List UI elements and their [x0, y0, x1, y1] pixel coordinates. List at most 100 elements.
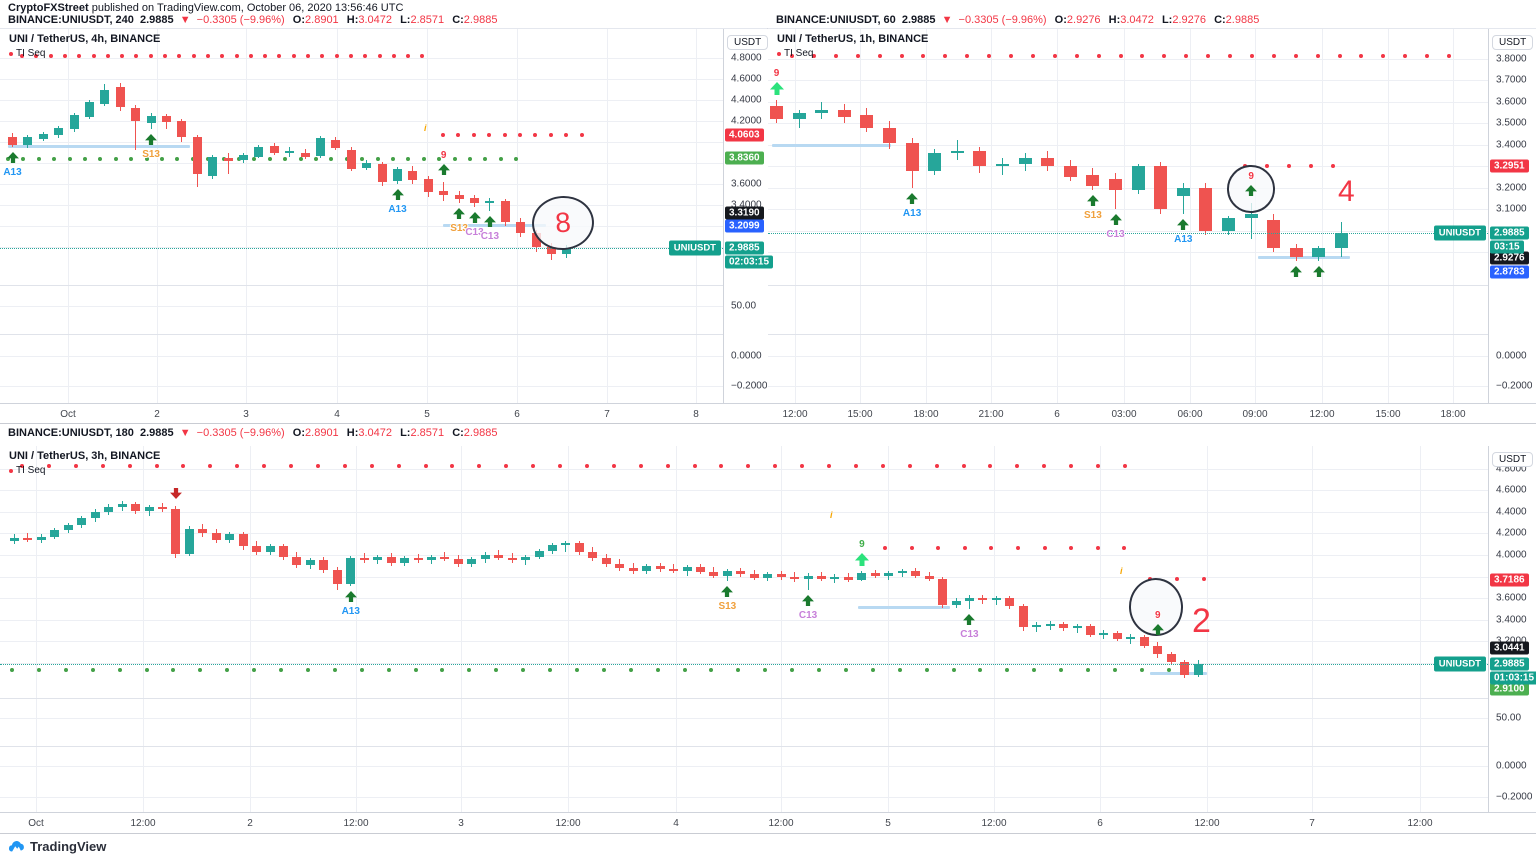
td-seq-dot: [580, 133, 584, 137]
candle-body: [548, 545, 557, 551]
price-tick-label: 3.6000: [1496, 592, 1527, 604]
gridline-horizontal: [768, 187, 1488, 189]
gridline-vertical: [888, 446, 889, 812]
candle-body: [346, 558, 355, 584]
currency-toggle-button[interactable]: USDT: [727, 35, 769, 50]
gridline-vertical: [676, 446, 677, 812]
candle-body: [965, 598, 974, 601]
low-value: 2.9276: [1172, 14, 1206, 26]
price-axis[interactable]: USDT 4.8000 4.6000 4.4000 4.2000 3.6000 3.4000…: [723, 29, 774, 403]
bar-countdown-label: 01:03:15: [1490, 671, 1536, 685]
info-icon: i: [830, 510, 833, 520]
chart-panel-3h[interactable]: A13 S13 C13 9 C13 9 2 i i UNIUSDT UNI / TetherUS, …: [0, 446, 1536, 832]
td-seq-dot: [360, 668, 364, 672]
time-tick-label: 12:00: [768, 818, 794, 829]
support-line: [1258, 255, 1350, 259]
td-seq-label: A13: [388, 204, 407, 215]
high-key: H:: [346, 14, 359, 26]
td-seq-dot: [320, 54, 324, 58]
price-level-label: 3.7186: [1490, 573, 1529, 587]
symbol-header-3h: BINANCE:UNIUSDT, 180 2.9885 ▼ −0.3305 (−…: [8, 427, 500, 439]
candle-body: [362, 163, 371, 168]
td-seq-dot: [235, 54, 239, 58]
td-seq-dot: [453, 157, 457, 161]
price-axis[interactable]: USDT 3.8000 3.7000 3.6000 3.5000 3.4000 3.2000…: [1488, 29, 1536, 403]
td-seq-dot: [333, 668, 337, 672]
chart-plot-bt[interactable]: A13 S13 C13 9 C13 9 2 i i UNIUSDT UNI / TetherUS, …: [0, 446, 1488, 812]
candle-body: [252, 546, 261, 552]
candle-body: [454, 559, 463, 564]
td-seq-dot: [1140, 54, 1144, 58]
candle-wick: [498, 549, 499, 560]
candle-body: [224, 157, 233, 161]
publisher-name: CryptoFXStreet: [8, 2, 89, 14]
td-seq-dot: [120, 54, 124, 58]
currency-toggle-button[interactable]: USDT: [1492, 452, 1534, 467]
candle-body: [1245, 213, 1258, 218]
chart-panel-1h[interactable]: 9 A13 S13 C13 A13 9 4 UNIUSDT UNI / TetherUS, 1h…: [768, 28, 1536, 423]
candle-body: [208, 156, 217, 176]
low-value: 2.8571: [410, 14, 445, 26]
td-seq-dot: [629, 668, 633, 672]
chart-panel-4h[interactable]: 8 A13 S13 A13 9 S13 C13 C13 i UNIUSDT UNI / Tether…: [0, 28, 774, 423]
candle-body: [91, 511, 100, 518]
td-seq-dot: [503, 133, 507, 137]
td-seq-dot: [1316, 54, 1320, 58]
bar-countdown-label: 02:03:15: [725, 255, 774, 269]
currency-toggle-button[interactable]: USDT: [1492, 35, 1534, 50]
candle-body: [266, 546, 275, 552]
td-seq-dot: [790, 668, 794, 672]
time-axis[interactable]: 12:00 15:00 18:00 21:00 6 03:00 06:00 09:00 12:0…: [768, 403, 1536, 423]
td-seq-dot: [378, 54, 382, 58]
price-tick-label: 3.4000: [1496, 139, 1527, 150]
candle-body: [1086, 626, 1095, 635]
td-seq-dot: [494, 668, 498, 672]
high-key: H:: [346, 427, 359, 439]
count-annotation: 4: [1338, 175, 1355, 208]
time-axis[interactable]: Oct 2 3 4 5 6 7 8: [0, 403, 768, 423]
td-seq-dot: [709, 668, 713, 672]
td-seq-dot: [249, 54, 253, 58]
td-seq-dot: [1294, 54, 1298, 58]
td-seq-label: A13: [341, 606, 360, 617]
td-seq-dot: [1059, 668, 1063, 672]
gridline-vertical: [1312, 446, 1313, 812]
candle-body: [440, 557, 449, 559]
td-seq-dot: [306, 54, 310, 58]
td-seq-dot: [844, 668, 848, 672]
symbol-price-tag: UNIUSDT: [1433, 656, 1486, 672]
candle-body: [1046, 624, 1055, 626]
support-line: [443, 223, 546, 227]
arrow-up-icon: [769, 81, 784, 95]
chart-plot-tl[interactable]: 8 A13 S13 A13 9 S13 C13 C13 i UNIUSDT UNI / Tether…: [0, 29, 723, 403]
gridline-vertical: [1057, 29, 1058, 403]
symbol-name: BINANCE:UNIUSDT, 240: [8, 14, 134, 26]
price-tick-label: 3.4000: [731, 199, 762, 211]
indicator-color-dot-icon: [777, 51, 781, 56]
td-seq-dot: [468, 157, 472, 161]
arrow-up-icon: [906, 192, 919, 204]
td-seq-dot: [1016, 546, 1020, 550]
td-seq-dot: [1162, 54, 1166, 58]
candle-wick: [808, 573, 809, 590]
price-level-label: 3.3190: [725, 206, 764, 220]
td-seq-dot: [477, 464, 481, 468]
td-seq-dot: [21, 157, 25, 161]
time-axis[interactable]: Oct 12:00 2 12:00 3 12:00 4 12:00 5 12:00 6 12:00 7 1…: [0, 812, 1536, 832]
gridline-horizontal: [768, 209, 1488, 210]
candle-body: [1180, 661, 1189, 675]
time-tick-label: 4: [673, 818, 679, 829]
td-seq-dot: [422, 157, 426, 161]
chart-plot-tr[interactable]: 9 A13 S13 C13 A13 9 4 UNIUSDT UNI / TetherUS, 1h…: [768, 29, 1488, 403]
close-key: C:: [452, 427, 464, 439]
td-seq-dot: [1096, 464, 1100, 468]
close-key: C:: [452, 14, 464, 26]
td-seq-dot: [1167, 668, 1171, 672]
count-annotation: 2: [1192, 602, 1211, 640]
price-axis[interactable]: USDT 4.8000 4.6000 4.4000 4.2000 4.0000 3.6000…: [1488, 446, 1536, 812]
indicator-tick-label: 0.0000: [1496, 760, 1527, 772]
candle-body: [1073, 626, 1082, 628]
candle-body: [1167, 654, 1176, 662]
td-seq-dot: [666, 464, 670, 468]
gridline-horizontal: [0, 100, 723, 101]
